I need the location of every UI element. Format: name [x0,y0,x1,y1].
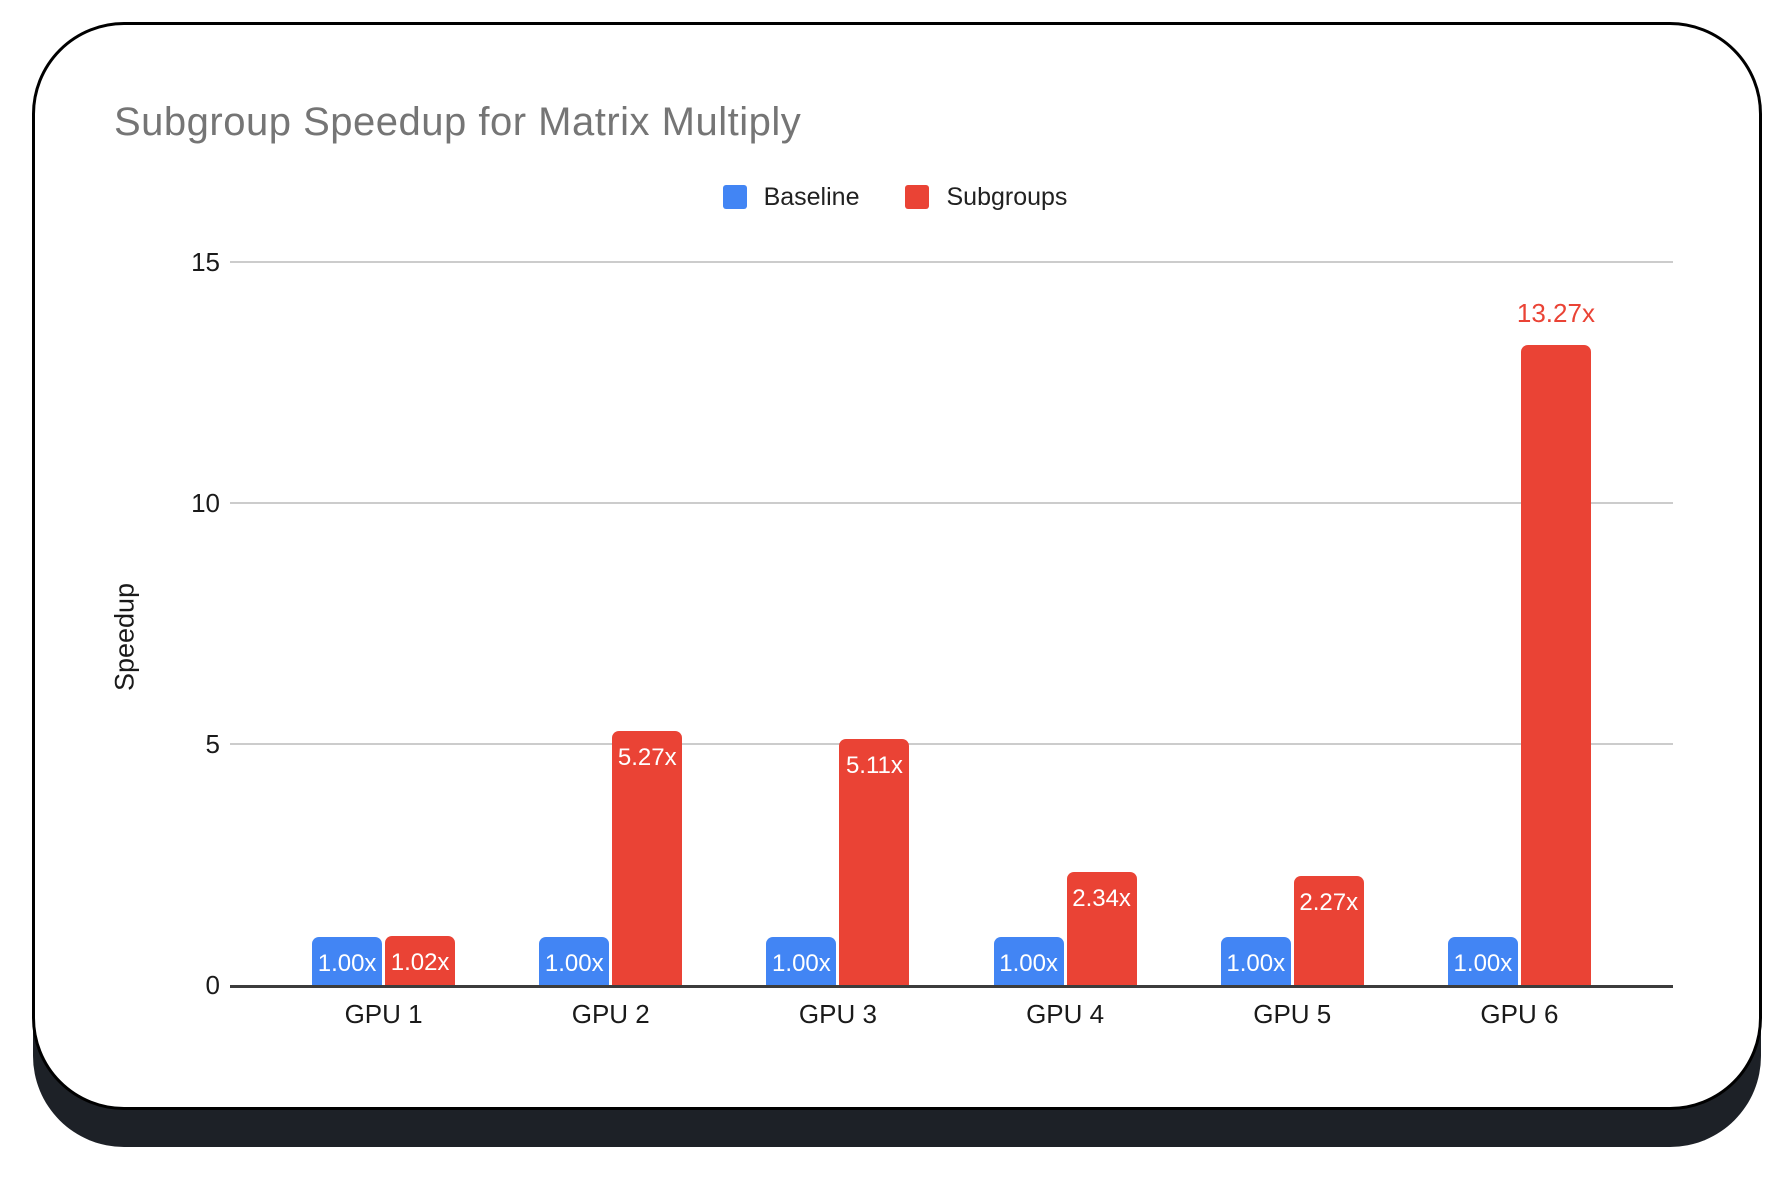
bar-value-label: 1.00x [999,949,1058,977]
bar-value-label: 13.27x [1516,298,1595,329]
bar-baseline-gpu-2: 1.00x [539,936,610,985]
legend-item-subgroups: Subgroups [905,182,1068,211]
gridline [230,261,1673,263]
legend-item-baseline: Baseline [722,182,860,211]
bar-baseline-gpu-6: 1.00x [1447,936,1518,985]
bar-value-label: 1.00x [1453,949,1513,977]
bar-value-label: 1.00x [544,949,604,977]
bar-value-label: 2.34x [1072,885,1131,913]
x-axis-label: GPU 3 [798,999,877,1029]
y-tick-label: 15 [191,247,220,277]
chart-title: Subgroup Speedup for Matrix Multiply [114,100,802,144]
x-axis-label: GPU 1 [344,999,423,1029]
bar-value-label: 1.00x [772,949,831,977]
bar-value-label: 5.27x [617,743,677,771]
gridline [230,743,1673,745]
bar-value-label: 2.27x [1299,888,1359,916]
bar-subgroups-gpu-6 [1520,345,1591,985]
legend-swatch-icon [905,185,930,209]
legend-swatch-icon [722,185,747,209]
bar-baseline-gpu-4: 1.00x [993,936,1064,985]
bar-subgroups-gpu-5: 2.27x [1293,875,1364,985]
bar-baseline-gpu-1: 1.00x [312,936,383,985]
bar-subgroups-gpu-1: 1.02x [385,935,456,985]
bar-subgroups-gpu-4: 2.34x [1066,872,1137,985]
bar-subgroups-gpu-2: 5.27x [612,730,683,985]
bar-baseline-gpu-3: 1.00x [766,936,837,985]
bar-baseline-gpu-5: 1.00x [1220,936,1291,985]
legend-label: Baseline [763,182,860,211]
x-axis-label: GPU 2 [571,999,650,1029]
bar-value-label: 1.00x [1226,949,1286,977]
bar-value-label: 5.11x [845,751,903,779]
y-tick-label: 5 [205,729,220,759]
bar-value-label: 1.02x [390,948,450,976]
legend-label: Subgroups [946,182,1068,211]
x-axis-label: GPU 5 [1253,999,1332,1029]
gridline [230,502,1673,504]
legend: Baseline Subgroups [0,184,1790,210]
bar-value-label: 1.00x [317,949,377,977]
bar-subgroups-gpu-3: 5.11x [839,738,910,985]
y-tick-label: 0 [205,970,220,1000]
x-axis-label: GPU 6 [1480,999,1559,1029]
y-tick-label: 10 [191,488,220,518]
x-axis-label: GPU 4 [1026,999,1105,1029]
x-axis-line [230,985,1673,988]
